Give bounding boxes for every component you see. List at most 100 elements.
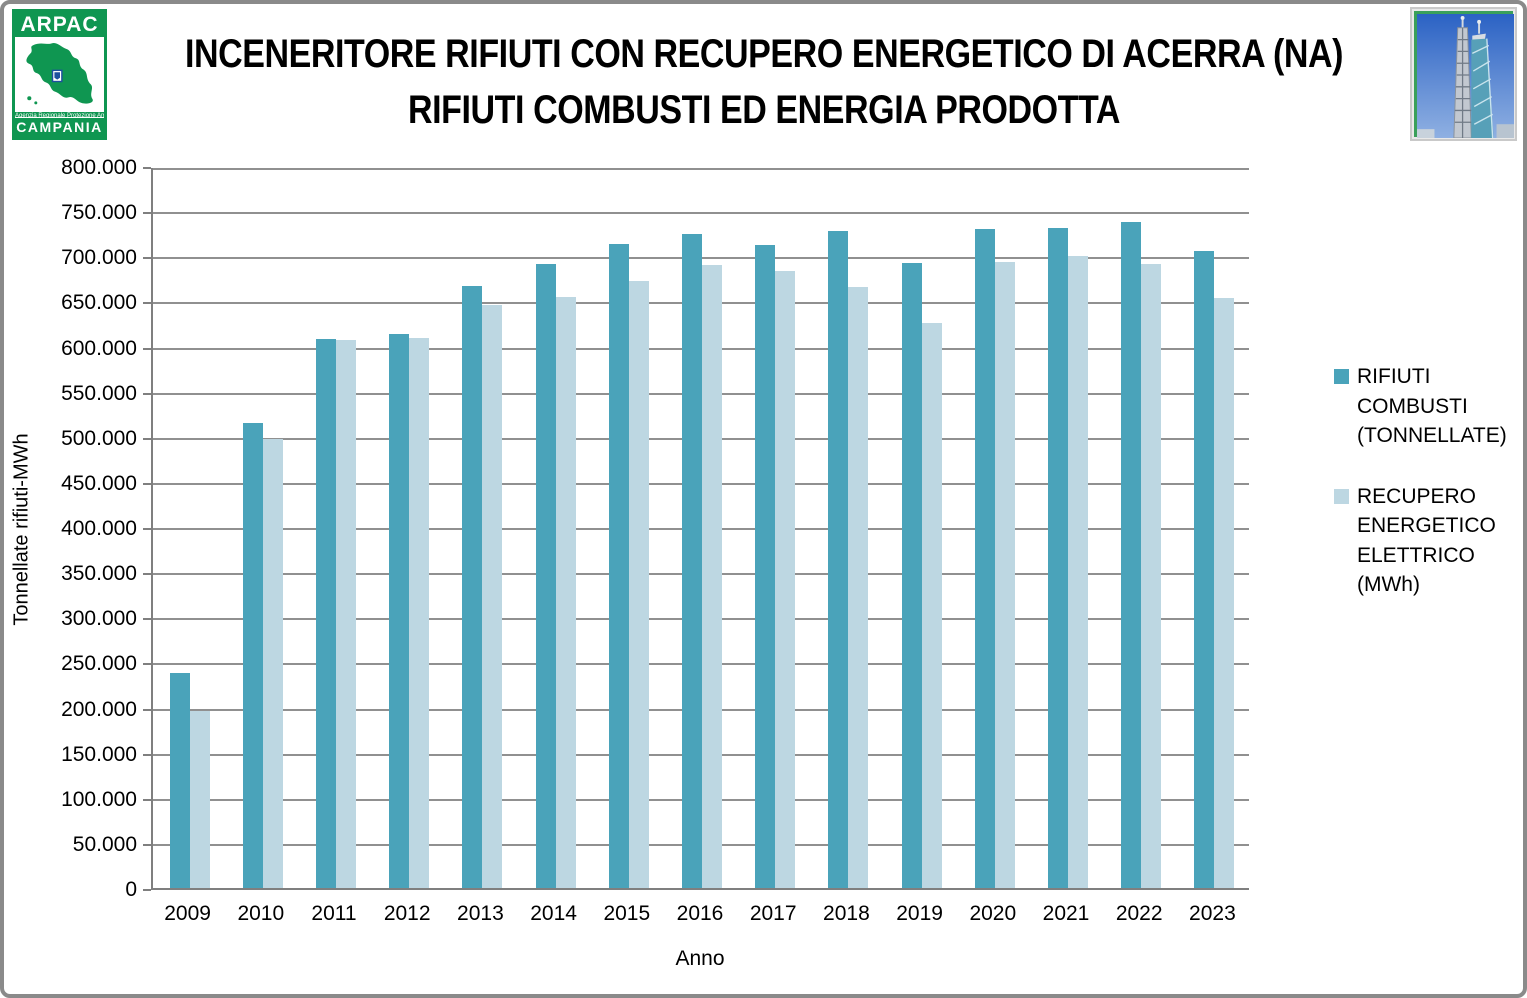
bar-recupero-energetico <box>409 338 430 888</box>
y-axis-label: 450.000 <box>61 471 137 495</box>
x-axis-label: 2016 <box>676 902 724 925</box>
bar-rifiuti-combusti <box>974 229 995 888</box>
page-title: INCENERITORE RIFIUTI CON RECUPERO ENERGE… <box>64 26 1464 138</box>
x-axis-label: 2020 <box>969 902 1017 925</box>
legend-label-line: (MWh) <box>1357 573 1420 596</box>
y-axis-label: 800.000 <box>61 156 137 179</box>
y-axis-tick-mark <box>143 302 151 305</box>
y-axis-tick-mark <box>143 573 151 576</box>
bar-rifiuti-combusti <box>755 245 776 888</box>
x-axis-label: 2021 <box>1042 902 1090 925</box>
arpac-logo: ARPAC Agenzia Regionale Protezione Ambie… <box>12 9 107 140</box>
legend-swatch-recupero-energetico <box>1334 488 1349 504</box>
bar-rifiuti-combusti <box>242 423 263 888</box>
bar-recupero-energetico <box>921 323 942 888</box>
bar-recupero-energetico <box>1214 297 1235 888</box>
bar-recupero-energetico <box>482 305 503 888</box>
y-axis-tick-mark <box>143 843 151 846</box>
x-axis-label: 2018 <box>823 902 870 925</box>
y-axis-tick-mark <box>143 212 151 215</box>
bar-recupero-energetico <box>336 340 356 888</box>
bar-rifiuti-combusti <box>1194 250 1215 888</box>
y-axis-label: 0 <box>125 878 137 901</box>
x-axis-label: 2010 <box>237 902 285 925</box>
x-axis-label: 2011 <box>311 902 357 925</box>
campania-map-icon <box>15 39 104 111</box>
x-axis-label: 2009 <box>164 902 211 925</box>
y-axis-label: 400.000 <box>61 517 137 540</box>
y-axis-label: 350.000 <box>61 562 137 586</box>
bar-recupero-energetico <box>628 280 649 888</box>
y-axis-tick-mark <box>143 482 151 485</box>
legend-label-line: (TONNELLATE) <box>1357 424 1507 447</box>
legend-label-line: RECUPERO <box>1357 484 1477 508</box>
title-line-1: INCENERITORE RIFIUTI CON RECUPERO ENERGE… <box>184 32 1344 76</box>
y-axis-tick-mark <box>143 437 151 440</box>
y-axis-label: 100.000 <box>61 787 137 811</box>
bar-recupero-energetico <box>1068 256 1088 888</box>
x-axis-label: 2023 <box>1189 902 1236 925</box>
bar-rifiuti-combusti <box>169 673 190 888</box>
legend-swatch-rifiuti-combusti <box>1334 369 1349 384</box>
x-axis-label: 2015 <box>603 902 651 925</box>
plot-area <box>151 168 1249 890</box>
y-axis-tick-mark <box>143 257 151 260</box>
x-axis-label: 2022 <box>1115 902 1163 925</box>
bar-rifiuti-combusti <box>608 243 629 888</box>
title-line-2: RIFIUTI COMBUSTI ED ENERGIA PRODOTTA <box>408 88 1120 132</box>
bar-rifiuti-combusti <box>462 286 483 888</box>
y-axis-tick-mark <box>143 798 151 801</box>
bar-rifiuti-combusti <box>316 339 336 888</box>
legend-item: RECUPERO ENERGETICO ELETTRICO (MWh) <box>1334 482 1523 600</box>
y-axis-label: 200.000 <box>61 697 137 721</box>
legend-item: RIFIUTI COMBUSTI (TONNELLATE) <box>1334 362 1523 451</box>
arpac-region-name: CAMPANIA <box>15 118 104 137</box>
x-axis-label: 2014 <box>530 902 577 925</box>
bar-recupero-energetico <box>994 261 1015 888</box>
y-axis-tick-mark <box>143 347 151 350</box>
y-axis-label: 500.000 <box>61 426 137 450</box>
legend-label-line: COMBUSTI <box>1357 394 1468 418</box>
y-axis-label: 550.000 <box>61 381 137 405</box>
x-axis-label: 2012 <box>383 902 431 925</box>
y-axis-label: 250.000 <box>61 652 137 676</box>
bar-rifiuti-combusti <box>1121 221 1142 888</box>
gridline <box>153 168 1249 170</box>
y-axis-label: 600.000 <box>61 336 137 360</box>
x-axis-label: 2013 <box>457 902 504 925</box>
legend-label: RECUPERO ENERGETICO ELETTRICO (MWh) <box>1357 482 1496 600</box>
y-axis-tick-mark <box>143 167 151 169</box>
x-axis-label: 2019 <box>896 902 943 925</box>
y-axis-label: 150.000 <box>61 742 137 766</box>
y-axis-tick-mark <box>143 753 151 756</box>
x-axis-title: Anno <box>675 947 725 970</box>
y-axis-label: 50.000 <box>72 832 137 856</box>
bar-recupero-energetico <box>775 270 796 888</box>
y-axis-label: 650.000 <box>61 291 137 315</box>
bar-recupero-energetico <box>189 711 210 888</box>
y-axis-tick-mark <box>143 663 151 666</box>
bar-rifiuti-combusti <box>535 264 556 888</box>
bar-rifiuti-combusti <box>389 333 410 888</box>
y-axis-tick-mark <box>143 392 151 395</box>
bar-recupero-energetico <box>262 438 283 888</box>
y-axis-tick-mark <box>143 889 151 891</box>
y-axis-tick-mark <box>143 618 151 621</box>
legend-label-line: RIFIUTI <box>1357 365 1431 388</box>
arpac-tagline: Agenzia Regionale Protezione Ambientale <box>15 111 104 118</box>
bar-recupero-energetico <box>848 286 869 888</box>
bar-rifiuti-combusti <box>901 263 922 888</box>
y-axis-tick-mark <box>143 708 151 711</box>
y-axis-tick-mark <box>143 528 151 530</box>
arpac-org-name: ARPAC <box>15 12 104 39</box>
bar-recupero-energetico <box>702 265 722 888</box>
bar-rifiuti-combusti <box>828 230 849 888</box>
legend-label-line: ELETTRICO <box>1357 543 1475 567</box>
bar-recupero-energetico <box>555 296 576 888</box>
y-axis-label: 300.000 <box>61 607 137 631</box>
legend-label: RIFIUTI COMBUSTI (TONNELLATE) <box>1357 362 1507 451</box>
legend-label-line: ENERGETICO <box>1357 514 1496 537</box>
y-axis-label: 750.000 <box>61 201 137 225</box>
gridline <box>153 212 1249 215</box>
